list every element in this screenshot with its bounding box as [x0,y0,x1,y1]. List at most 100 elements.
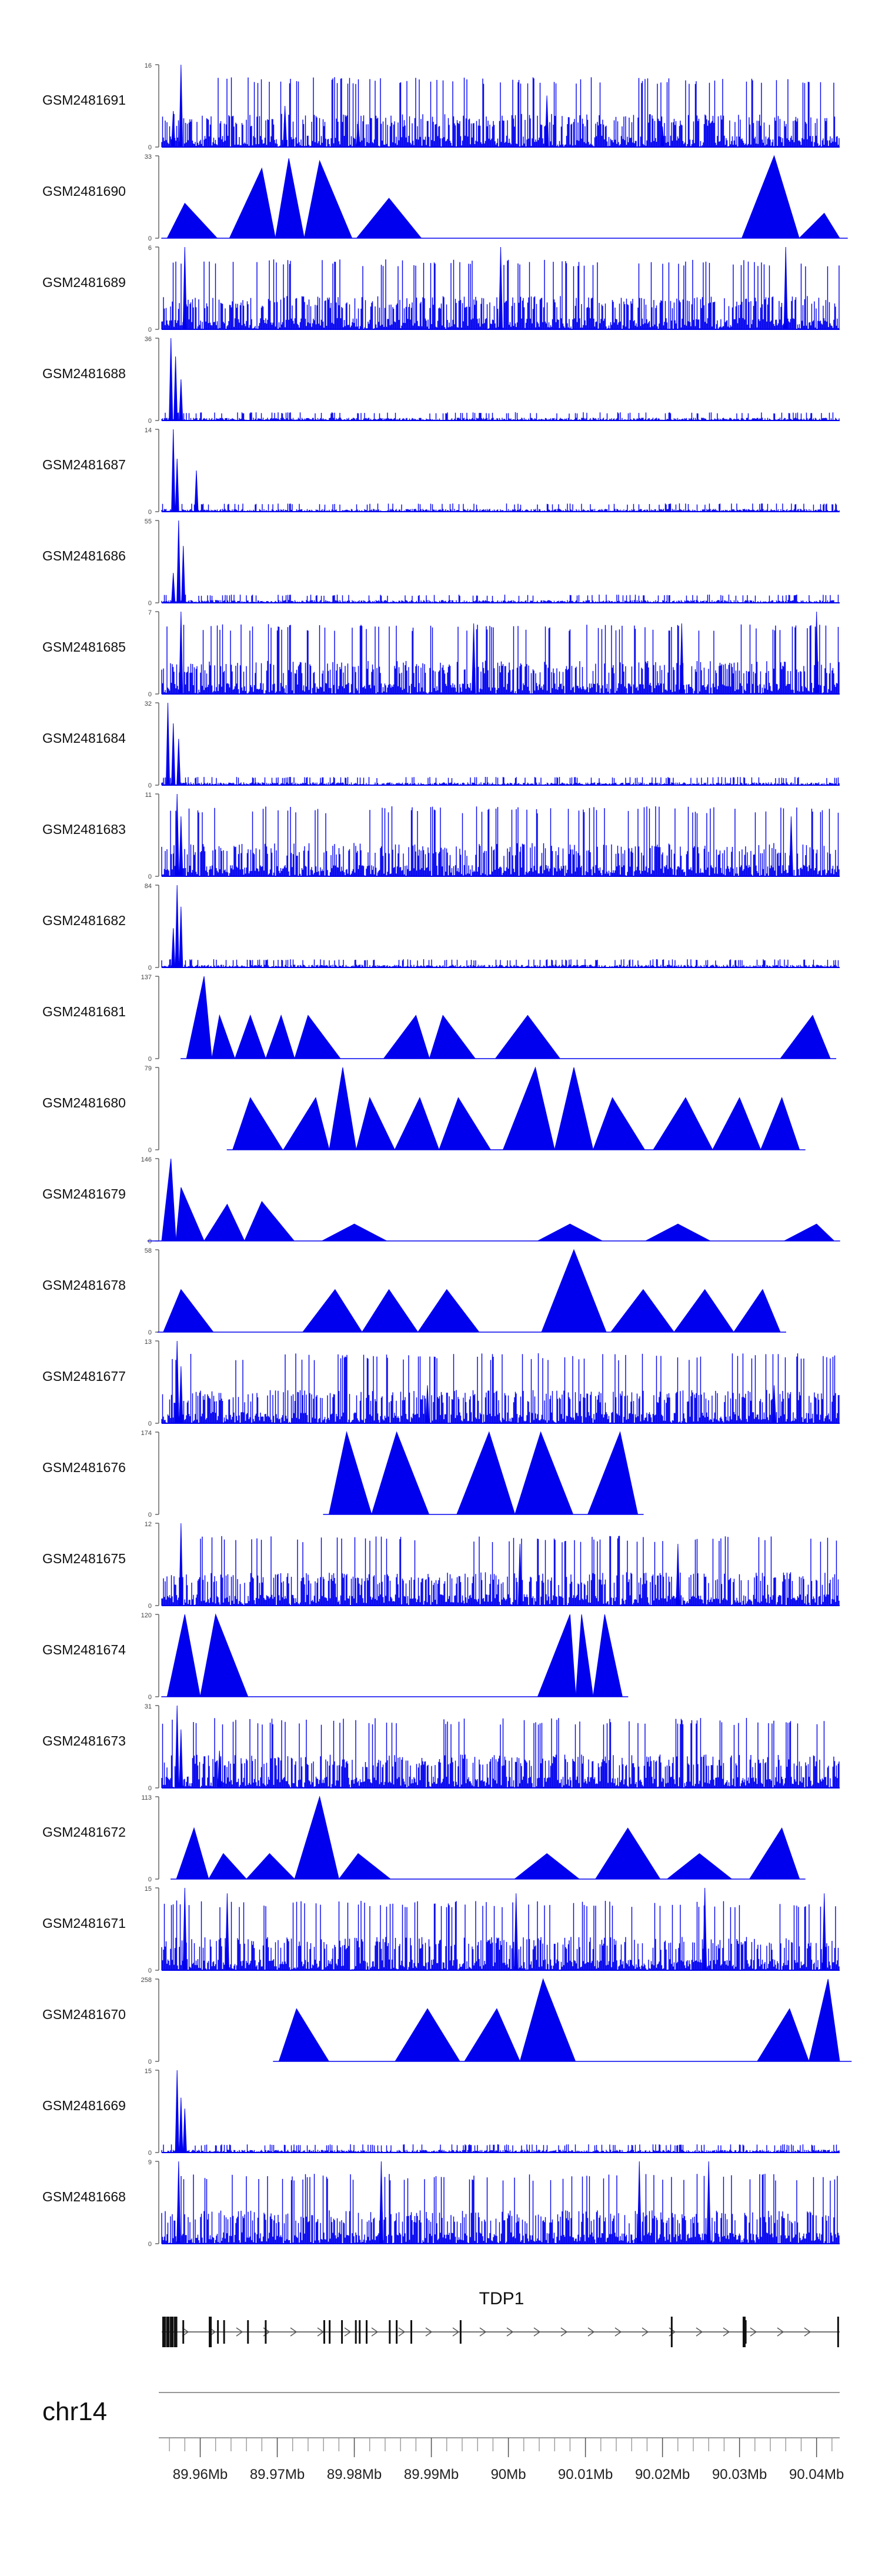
track-label: GSM2481682 [42,913,126,928]
y-axis-max-label: 14 [145,427,152,434]
y-axis-max-label: 174 [141,1430,152,1437]
track-label: GSM2481687 [42,457,126,472]
coverage-peak [537,1223,603,1242]
coverage-peak [265,1014,295,1059]
genome-axis-tick-label: 89.98Mb [327,2467,382,2482]
track-label: GSM2481681 [42,1004,126,1019]
coverage-peak [294,1015,341,1059]
coverage-peak [502,1066,555,1150]
genome-axis-tick-label: 90Mb [491,2467,526,2482]
coverage-peak [179,1729,183,1788]
gene-exon [223,2320,225,2344]
track-label: GSM2481691 [42,92,126,108]
y-axis-zero-label: 0 [148,1056,152,1063]
y-axis-zero-label: 0 [148,1147,152,1154]
coverage-peak [217,1750,222,1788]
track-label: GSM2481673 [42,1733,126,1749]
track-label: GSM2481678 [42,1277,126,1293]
gene-exon [366,2320,368,2344]
coverage-signal [161,1536,840,1606]
gene-exon [355,2320,357,2344]
gene-exon [329,2320,331,2344]
track-label: GSM2481671 [42,1916,126,1931]
coverage-peak [171,111,176,148]
gene-exon [743,2317,746,2347]
strand-arrow [344,2327,352,2337]
coverage-peak [179,611,183,695]
strand-arrow [452,2327,460,2337]
y-axis-max-label: 31 [145,1703,152,1710]
y-axis-zero-label: 0 [148,1329,152,1336]
track-GSM2481668: GSM2481668 9 0 [42,2159,840,2248]
track-label: GSM2481689 [42,275,126,290]
coverage-peak [760,1096,800,1150]
coverage-peak [199,1613,249,1697]
coverage-peak [592,1097,646,1150]
coverage-peak [417,1289,480,1333]
coverage-peak [371,1431,430,1515]
coverage-peak [784,1223,835,1242]
coverage-peak [676,1543,680,1606]
gene-exon [247,2320,249,2344]
coverage-peak [741,155,800,239]
coverage-peak [275,158,305,239]
y-axis-zero-label: 0 [148,509,152,516]
track-label: GSM2481677 [42,1369,126,1384]
coverage-signal [161,412,840,421]
y-axis-zero-label: 0 [148,965,152,972]
coverage-signal [161,806,840,876]
y-axis-max-label: 12 [145,1521,152,1528]
coverage-peak [194,470,199,512]
gene-exon [170,2317,174,2347]
track-GSM2481669: GSM2481669 15 0 [42,2068,840,2157]
y-axis-zero-label: 0 [148,1967,152,1974]
coverage-peak [166,1614,201,1697]
coverage-peak [575,1614,594,1697]
coverage-peak [322,1223,387,1242]
strand-arrow [425,2327,433,2337]
coverage-peak [425,1385,430,1424]
track-label: GSM2481669 [42,2098,126,2113]
coverage-peak [175,1187,205,1242]
coverage-peak [171,723,176,786]
strand-arrow [182,2327,189,2337]
coverage-peak [179,1366,183,1424]
y-axis-zero-label: 0 [148,1785,152,1792]
coverage-peak [517,1543,522,1606]
coverage-peak [783,246,788,330]
gene-exon [410,2320,413,2344]
track-label: GSM2481684 [42,730,126,746]
coverage-peak [798,212,840,239]
coverage-peak [171,573,176,603]
coverage-peak [519,1978,576,2062]
coverage-peak [495,1015,561,1059]
track-GSM2481679: GSM2481679 146 0 [42,1156,840,1245]
y-axis-zero-label: 0 [148,418,152,425]
gene-exon [182,2320,185,2344]
coverage-peak [703,1887,707,1971]
y-axis-max-label: 6 [148,245,152,252]
coverage-peak [278,2008,330,2062]
y-axis-max-label: 137 [141,974,152,981]
gene-exon [209,2317,212,2347]
coverage-peak [211,1014,236,1059]
coverage-peak [182,246,187,330]
track-GSM2481673: GSM2481673 31 0 [42,1703,840,1792]
track-GSM2481675: GSM2481675 12 0 [42,1521,840,1610]
genome-axis-tick-label: 90.01Mb [558,2467,613,2482]
coverage-peak [175,458,179,512]
coverage-peak [472,623,476,695]
coverage-peak [537,1614,576,1697]
coverage-signal [161,959,840,967]
coverage-peak [338,1853,392,1880]
strand-arrow [290,2327,298,2337]
coverage-peak [394,1097,440,1150]
track-GSM2481681: GSM2481681 137 0 [42,974,837,1063]
track-label: GSM2481670 [42,2007,126,2022]
strand-arrow [236,2327,243,2337]
track-GSM2481684: GSM2481684 32 0 [42,700,840,789]
coverage-peak [514,1431,574,1515]
coverage-peak [464,2008,521,2062]
coverage-peak [175,1340,179,1424]
coverage-peak [165,702,171,786]
